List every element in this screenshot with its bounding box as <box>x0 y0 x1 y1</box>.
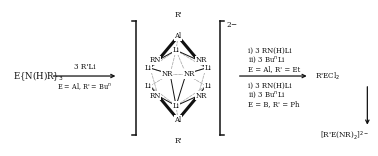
Text: 3 R'Li: 3 R'Li <box>74 63 95 71</box>
Text: Li: Li <box>145 82 152 90</box>
Text: Li: Li <box>204 64 211 72</box>
Text: Al: Al <box>175 32 181 40</box>
Text: Li: Li <box>173 102 180 110</box>
Text: R': R' <box>174 137 182 145</box>
Text: R'ECl$_2$: R'ECl$_2$ <box>314 70 340 82</box>
Text: E = Al, R' = Et: E = Al, R' = Et <box>248 65 300 73</box>
Text: i) 3 RN(H)Li: i) 3 RN(H)Li <box>248 47 291 55</box>
Text: RN: RN <box>149 56 161 64</box>
Text: RN: RN <box>149 92 161 100</box>
Text: i) 3 RN(H)Li: i) 3 RN(H)Li <box>248 82 291 90</box>
Text: [R'E(NR)$_2$]$^{2-}$: [R'E(NR)$_2$]$^{2-}$ <box>320 130 369 141</box>
Text: NR: NR <box>183 70 195 78</box>
Text: Al: Al <box>175 116 181 124</box>
Text: E = Al, R' = Bu$^n$: E = Al, R' = Bu$^n$ <box>57 81 112 92</box>
Text: NR: NR <box>161 70 173 78</box>
Text: NR: NR <box>195 92 207 100</box>
Text: E = B, R' = Ph: E = B, R' = Ph <box>248 100 299 108</box>
Text: NR: NR <box>195 56 207 64</box>
Text: 2$-$: 2$-$ <box>226 20 238 29</box>
Text: Li: Li <box>173 46 180 54</box>
Text: ii) 3 Bu$^n$Li: ii) 3 Bu$^n$Li <box>248 90 286 100</box>
Text: R': R' <box>174 11 182 19</box>
Text: E{N(H)R}$_3$: E{N(H)R}$_3$ <box>12 69 63 83</box>
Text: Li: Li <box>145 64 152 72</box>
Text: ii) 3 Bu$^n$Li: ii) 3 Bu$^n$Li <box>248 55 286 65</box>
Text: Li: Li <box>204 82 211 90</box>
